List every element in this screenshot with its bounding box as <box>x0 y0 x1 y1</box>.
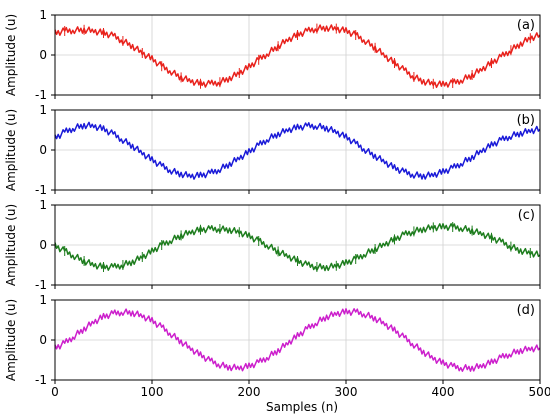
y-tick-label: 1 <box>39 198 47 212</box>
y-tick-label: -1 <box>35 88 47 102</box>
panel-label: (a) <box>517 18 535 33</box>
y-axis-label: Amplitude (u) <box>4 14 18 96</box>
x-tick-label: 400 <box>432 385 455 399</box>
y-axis-label: Amplitude (u) <box>4 109 18 191</box>
panel-a: -1 0 1 (a) Amplitude (u) <box>4 8 541 102</box>
plot-frame <box>54 299 541 381</box>
panel-c: -1 0 1 (c) Amplitude (u) <box>4 198 541 292</box>
x-tick-label: 200 <box>238 385 261 399</box>
panel-label: (c) <box>518 208 535 223</box>
y-tick-label: 0 <box>39 143 47 157</box>
plot-frame <box>54 204 541 286</box>
series-line <box>54 121 541 180</box>
panel-d: 0 100 200 300 400 500 -1 0 1 (d) Amplitude (u) <box>4 293 550 399</box>
y-tick-label: -1 <box>35 183 47 197</box>
y-tick-label: -1 <box>35 278 47 292</box>
y-tick-label: 0 <box>39 48 47 62</box>
x-tick-label: 100 <box>141 385 164 399</box>
y-axis-label: Amplitude (u) <box>4 204 18 286</box>
y-tick-label: 0 <box>39 333 47 347</box>
y-tick-label: 0 <box>39 238 47 252</box>
y-tick-label: 1 <box>39 103 47 117</box>
x-tick-label: 0 <box>51 385 59 399</box>
x-tick-label: 300 <box>335 385 358 399</box>
plot-frame <box>54 109 541 191</box>
plot-frame <box>54 14 541 96</box>
panel-b: -1 0 1 (b) Amplitude (u) <box>4 103 541 197</box>
y-tick-label: 1 <box>39 8 47 22</box>
series-line <box>54 308 541 372</box>
x-tick-label: 500 <box>529 385 550 399</box>
x-axis-label: Samples (n) <box>266 400 338 414</box>
y-tick-label: 1 <box>39 293 47 307</box>
y-tick-label: -1 <box>35 373 47 387</box>
panel-label: (b) <box>517 113 535 128</box>
y-axis-label: Amplitude (u) <box>4 299 18 381</box>
panel-label: (d) <box>517 303 535 318</box>
